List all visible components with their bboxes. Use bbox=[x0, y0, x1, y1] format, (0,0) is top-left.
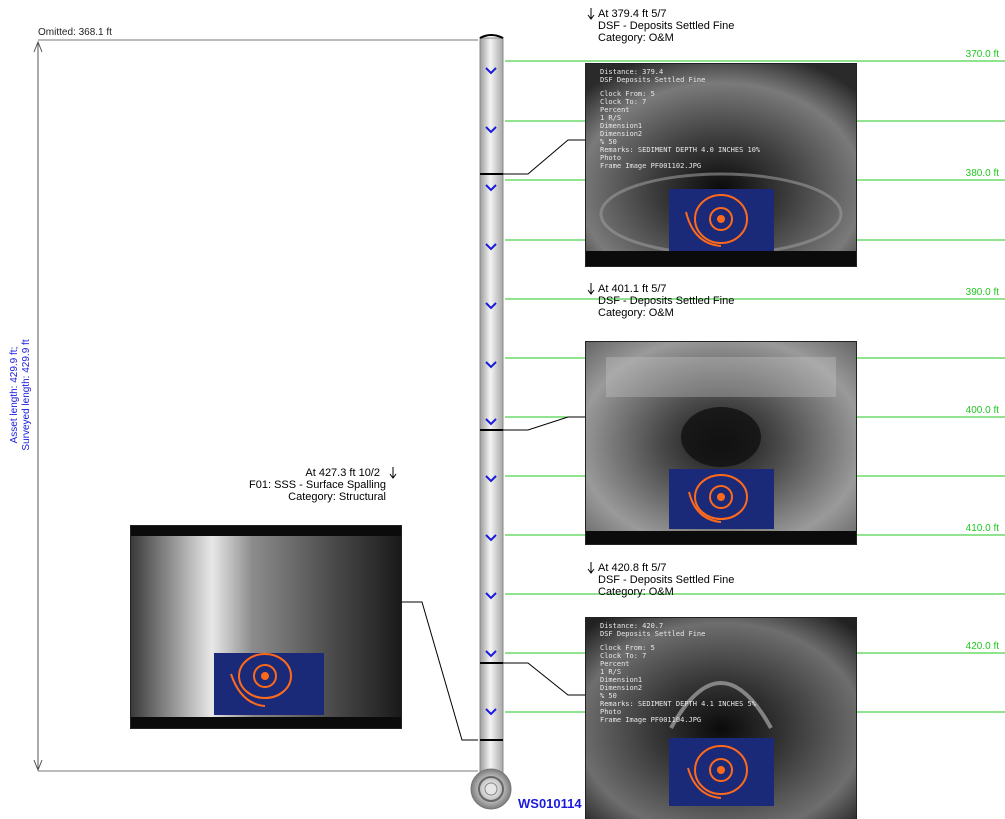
observation-4-photo[interactable] bbox=[130, 525, 402, 729]
surveyed-length-label: Surveyed length: 429.9 ft bbox=[21, 339, 32, 451]
distance-label-370: 370.0 ft bbox=[965, 49, 999, 60]
observation-4-text: At 427.3 ft 10/2 F01: SSS - Surface Spal… bbox=[196, 467, 386, 503]
flow-chevrons bbox=[485, 67, 497, 716]
leader-427 bbox=[400, 601, 478, 741]
camera-frame bbox=[586, 64, 856, 266]
chevron-down-icon bbox=[485, 243, 497, 251]
chevron-down-icon bbox=[485, 708, 497, 716]
photo-overlay-text: Distance: 420.7 DSF Deposits Settled Fin… bbox=[600, 622, 756, 724]
arrow-down-icon bbox=[389, 467, 397, 479]
chevron-down-icon bbox=[485, 302, 497, 310]
observation-at: At 379.4 ft 5/7 bbox=[598, 8, 667, 20]
dim-arrow-top bbox=[33, 40, 43, 53]
observation-description: DSF - Deposits Settled Fine bbox=[598, 574, 735, 586]
observation-2-photo[interactable] bbox=[585, 341, 857, 545]
distance-label-420: 420.0 ft bbox=[965, 641, 999, 652]
chevron-down-icon bbox=[485, 67, 497, 75]
observation-category: Category: Structural bbox=[288, 491, 386, 503]
observation-2-text: At 401.1 ft 5/7 DSF - Deposits Settled F… bbox=[598, 283, 734, 319]
chevron-down-icon bbox=[485, 650, 497, 658]
manhole-label[interactable]: WS010114 bbox=[518, 796, 582, 811]
observation-category: Category: O&M bbox=[598, 307, 674, 319]
omitted-label: Omitted: 368.1 ft bbox=[38, 27, 112, 38]
observation-category: Category: O&M bbox=[598, 586, 674, 598]
observation-at: At 420.8 ft 5/7 bbox=[598, 562, 667, 574]
observation-description: DSF - Deposits Settled Fine bbox=[598, 20, 735, 32]
chevron-down-icon bbox=[485, 534, 497, 542]
observation-3-photo[interactable]: Distance: 420.7 DSF Deposits Settled Fin… bbox=[585, 617, 857, 819]
distance-label-400: 400.0 ft bbox=[965, 405, 999, 416]
distance-label-410: 410.0 ft bbox=[965, 523, 999, 534]
at-arrows bbox=[389, 8, 595, 574]
observation-at: At 427.3 ft 10/2 bbox=[305, 467, 380, 479]
observation-at: At 401.1 ft 5/7 bbox=[598, 283, 667, 295]
observation-1-text: At 379.4 ft 5/7 DSF - Deposits Settled F… bbox=[598, 8, 734, 44]
camera-frame bbox=[131, 526, 401, 728]
chevron-down-icon bbox=[485, 184, 497, 192]
observation-markers bbox=[480, 173, 503, 741]
observation-description: DSF - Deposits Settled Fine bbox=[598, 295, 735, 307]
camera-frame bbox=[586, 618, 856, 819]
arrow-down-icon bbox=[587, 8, 595, 20]
observation-3-text: At 420.8 ft 5/7 DSF - Deposits Settled F… bbox=[598, 562, 734, 598]
leader-420 bbox=[503, 662, 585, 696]
asset-length-label: Asset length: 429.9 ft; bbox=[9, 346, 20, 444]
observation-1-photo[interactable]: Distance: 379.4 DSF Deposits Settled Fin… bbox=[585, 63, 857, 267]
photo-overlay-text: Distance: 379.4 DSF Deposits Settled Fin… bbox=[600, 68, 761, 170]
leader-lines bbox=[400, 139, 585, 741]
distance-label-390: 390.0 ft bbox=[965, 287, 999, 298]
dim-arrow-bottom bbox=[33, 759, 43, 772]
chevron-down-icon bbox=[485, 126, 497, 134]
chevron-down-icon bbox=[485, 418, 497, 426]
leader-379 bbox=[503, 139, 585, 175]
arrow-down-icon bbox=[587, 283, 595, 295]
observation-description: F01: SSS - Surface Spalling bbox=[249, 479, 386, 491]
arrow-down-icon bbox=[587, 562, 595, 574]
chevron-down-icon bbox=[485, 361, 497, 369]
chevron-down-icon bbox=[485, 592, 497, 600]
leader-401 bbox=[503, 416, 585, 431]
pipe-top-cap bbox=[479, 34, 504, 39]
chevron-down-icon bbox=[485, 475, 497, 483]
camera-frame bbox=[586, 342, 856, 544]
observation-category: Category: O&M bbox=[598, 32, 674, 44]
distance-label-380: 380.0 ft bbox=[965, 168, 999, 179]
